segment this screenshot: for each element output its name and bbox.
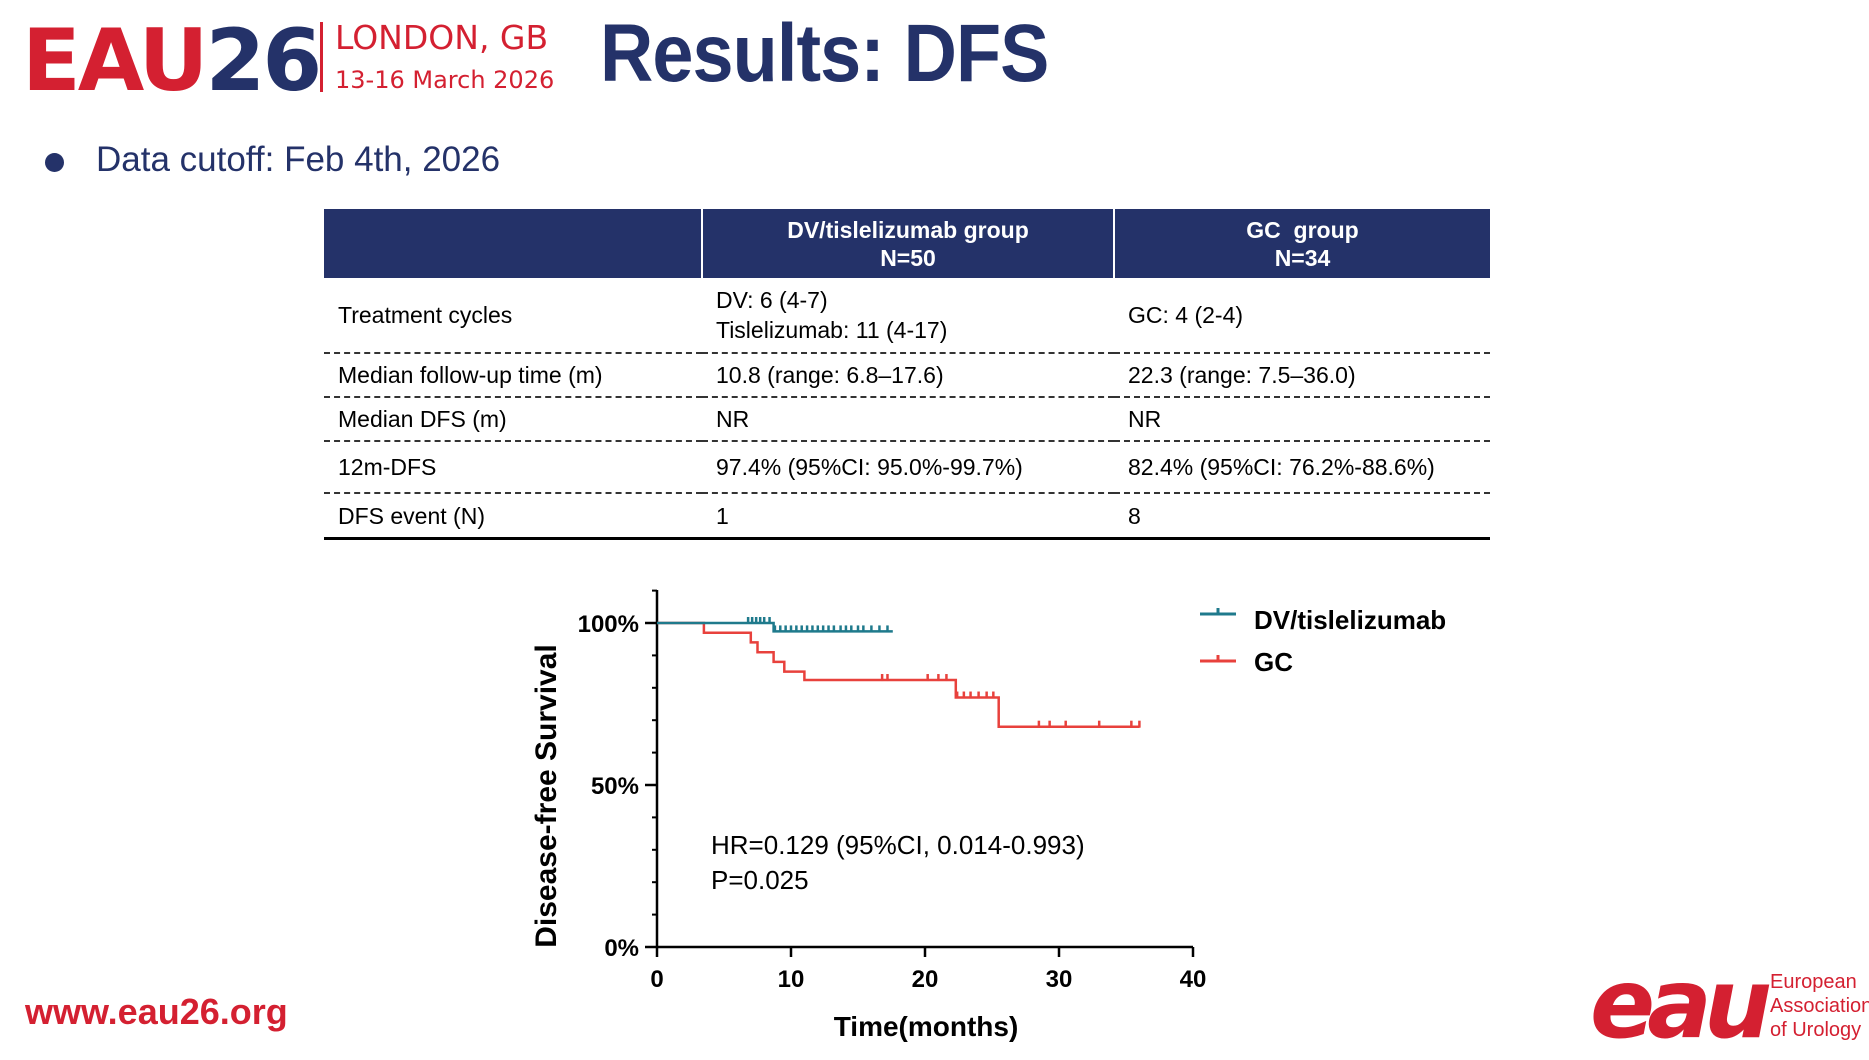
header-dv-group: DV/tislelizumab group N=50 bbox=[701, 209, 1114, 278]
logo-year-text: 26 bbox=[205, 11, 323, 111]
row-gc-value: 8 bbox=[1114, 493, 1490, 540]
p-value-annotation: P=0.025 bbox=[711, 865, 809, 895]
x-tick-label: 0 bbox=[650, 966, 663, 993]
row-gc-value: 82.4% (95%CI: 76.2%-88.6%) bbox=[1114, 441, 1490, 494]
table-row: Median follow-up time (m) 10.8 (range: 6… bbox=[324, 353, 1490, 398]
row-dv-value: NR bbox=[702, 397, 1114, 442]
row-label: 12m-DFS bbox=[324, 441, 702, 494]
row-gc-value: 22.3 (range: 7.5–36.0) bbox=[1114, 353, 1490, 398]
tisle-cycles: Tislelizumab: 11 (4-17) bbox=[716, 317, 948, 343]
header-dv-name: DV/tislelizumab group bbox=[787, 216, 1029, 243]
eau26-logo: EAU26 bbox=[22, 6, 323, 116]
results-table: DV/tislelizumab group N=50 GC group N=34 T… bbox=[324, 209, 1490, 540]
table-row: Treatment cycles DV: 6 (4-7) Tislelizumab… bbox=[324, 278, 1490, 354]
eau-brand-text: European Association of Urology bbox=[1770, 970, 1869, 1042]
logo-dates: 13-16 March 2026 bbox=[335, 66, 555, 94]
row-label: Median DFS (m) bbox=[324, 397, 702, 442]
row-dv-value: 10.8 (range: 6.8–17.6) bbox=[702, 353, 1114, 398]
y-tick-label: 100% bbox=[578, 611, 639, 638]
row-label: Treatment cycles bbox=[324, 278, 702, 354]
row-dv-value: 1 bbox=[702, 493, 1114, 540]
table-row: DFS event (N) 1 8 bbox=[324, 493, 1490, 540]
legend-gc-label: GC bbox=[1254, 647, 1293, 677]
dv-survival-curve bbox=[657, 621, 893, 633]
row-gc-value: GC: 4 (2-4) bbox=[1114, 278, 1490, 354]
header-gc-n: N=34 bbox=[1274, 244, 1331, 271]
header-dv-n: N=50 bbox=[880, 244, 936, 271]
y-tick-label: 50% bbox=[591, 773, 639, 800]
data-cutoff-text: Data cutoff: Feb 4th, 2026 bbox=[96, 140, 501, 179]
brand-line: European bbox=[1770, 971, 1857, 993]
legend-dv-label: DV/tislelizumab bbox=[1254, 605, 1446, 635]
x-tick-label: 30 bbox=[1046, 966, 1073, 993]
hr-annotation: HR=0.129 (95%CI, 0.014-0.993) bbox=[711, 830, 1085, 860]
row-label: Median follow-up time (m) bbox=[324, 353, 702, 398]
row-label: DFS event (N) bbox=[324, 493, 702, 540]
y-axis-label: Disease-free Survival bbox=[530, 644, 563, 948]
table-row: Median DFS (m) NR NR bbox=[324, 397, 1490, 442]
dv-cycles: DV: 6 (4-7) bbox=[716, 287, 828, 313]
row-dv-value: 97.4% (95%CI: 95.0%-99.7%) bbox=[702, 441, 1114, 494]
table-row: 12m-DFS 97.4% (95%CI: 95.0%-99.7%) 82.4%… bbox=[324, 441, 1490, 494]
x-tick-label: 20 bbox=[912, 966, 939, 993]
brand-line: of Urology bbox=[1770, 1019, 1862, 1041]
x-tick-label: 40 bbox=[1180, 966, 1207, 993]
table-header-row: DV/tislelizumab group N=50 GC group N=34 bbox=[324, 209, 1490, 278]
bullet-dot-icon bbox=[45, 153, 64, 172]
header-empty bbox=[324, 209, 702, 278]
website-url[interactable]: www.eau26.org bbox=[25, 991, 288, 1032]
eau-brand-logo: eau bbox=[1590, 948, 1772, 1060]
x-tick-label: 10 bbox=[778, 966, 805, 993]
row-dv-value: DV: 6 (4-7) Tislelizumab: 11 (4-17) bbox=[702, 278, 1114, 354]
page-title: Results: DFS bbox=[600, 8, 1049, 99]
header-gc-group: GC group N=34 bbox=[1113, 209, 1490, 278]
header-gc-name: GC group bbox=[1246, 216, 1359, 243]
logo-divider bbox=[320, 22, 323, 92]
brand-line: Association bbox=[1770, 995, 1869, 1017]
logo-city: LONDON, GB bbox=[335, 18, 549, 57]
gc-survival-curve bbox=[657, 621, 1140, 728]
y-tick-label: 0% bbox=[604, 935, 639, 962]
logo-eau-text: EAU bbox=[22, 11, 208, 111]
row-gc-value: NR bbox=[1114, 397, 1490, 442]
x-axis-label: Time(months) bbox=[834, 1011, 1019, 1042]
